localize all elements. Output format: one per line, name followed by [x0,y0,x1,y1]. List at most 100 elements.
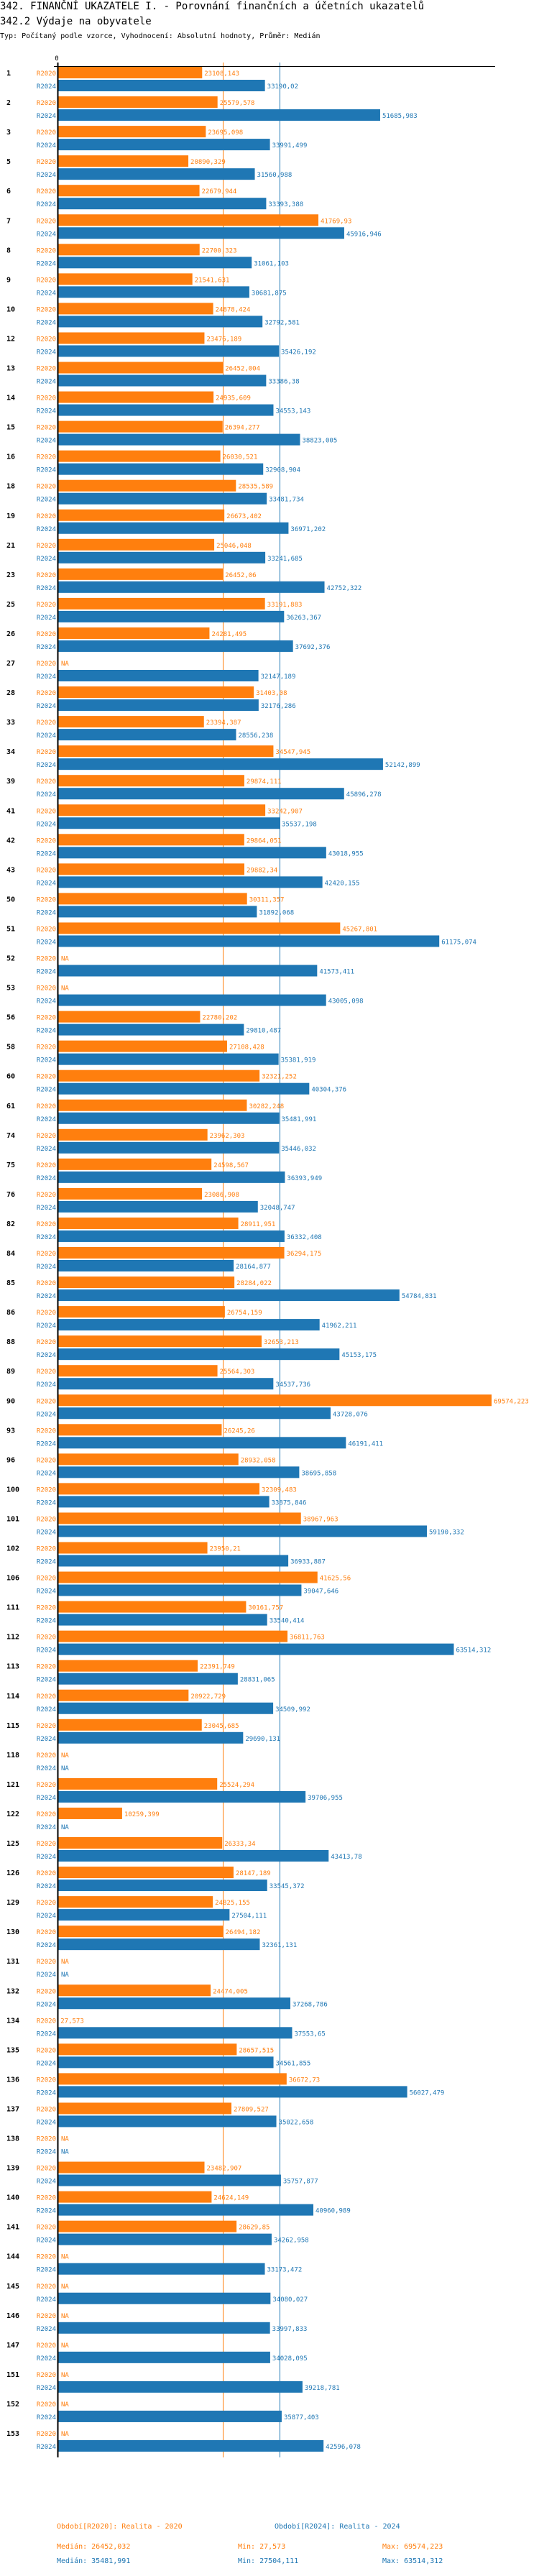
series-label-r2020: R2020 [37,2431,56,2438]
stat-min-r2024: Min: 27504,111 [238,2557,299,2565]
series-label-r2020: R2020 [37,1162,56,1169]
data-label-r2024: 45153,175 [341,1352,377,1359]
series-label-r2020: R2020 [37,247,56,254]
data-label-r2020: 24281,495 [211,631,247,638]
category-label: 112 [6,1634,19,1642]
bar-r2024 [58,1141,280,1154]
bar-r2024 [58,1053,279,1065]
bar-r2024 [58,1024,244,1036]
bar-r2024 [58,1171,285,1183]
bar-r2024 [58,1997,291,2010]
data-label-r2024: 34561,855 [276,2060,311,2067]
data-label-r2024: 32792,581 [264,319,300,326]
bar-r2024 [58,1555,289,1567]
data-label-r2020: 22391,749 [200,1664,235,1671]
series-label-r2024: R2024 [37,2030,56,2038]
series-label-r2020: R2020 [37,2195,56,2202]
data-label-r2020: 23108,143 [204,70,239,78]
bar-r2024 [58,935,440,947]
category-label: 111 [6,1604,19,1612]
data-label-r2024: 38695,858 [301,1470,336,1477]
category-label: 74 [6,1132,15,1140]
series-label-r2024: R2024 [37,1470,56,1477]
data-label-r2024: 40960,989 [315,2208,351,2215]
data-label-r2020: 38967,963 [303,1516,338,1523]
data-label-r2020: 26494,182 [226,1929,261,1936]
series-label-r2024: R2024 [37,142,56,150]
series-label-r2020: R2020 [37,1133,56,1140]
category-label: 82 [6,1220,15,1228]
category-label: 75 [6,1162,15,1169]
bar-r2024 [58,168,255,180]
series-label-r2020: R2020 [37,2342,56,2350]
bar-r2020 [58,893,247,905]
series-label-r2024: R2024 [37,2385,56,2392]
data-label-r2020: 32321,252 [262,1074,297,1081]
series-label-r2024: R2024 [37,290,56,297]
bar-r2024 [58,316,263,328]
data-label-r2024: 35446,032 [281,1146,316,1153]
data-label-r2020: 33191,883 [267,602,303,609]
data-label-r2020: 31403,08 [256,690,287,697]
category-label: 88 [6,1338,15,1346]
data-label-r2020: 23045,685 [204,1723,239,1730]
category-label: 125 [6,1840,19,1848]
series-label-r2024: R2024 [37,1146,56,1153]
bar-r2020 [58,775,244,787]
data-label-r2020: NA [61,2342,69,2350]
series-label-r2024: R2024 [37,231,56,238]
bar-r2024 [58,1880,267,1892]
category-label: 58 [6,1044,15,1052]
bar-r2020 [58,303,213,315]
series-label-r2024: R2024 [37,2237,56,2245]
data-label-r2020: 21541,631 [195,277,230,284]
category-label: 34 [6,748,15,756]
chart-subtitle: 342.2 Výdaje na obyvatele [0,16,152,27]
category-label: 76 [6,1191,15,1199]
data-label-r2020: 24878,424 [216,306,251,313]
series-label-r2024: R2024 [37,939,56,946]
series-label-r2020: R2020 [37,1280,56,1287]
series-label-r2024: R2024 [37,644,56,651]
data-label-r2024: 33875,846 [272,1499,307,1506]
series-label-r2024: R2024 [37,703,56,710]
data-label-r2024: 32908,904 [265,467,300,474]
data-label-r2020: 23950,21 [210,1546,241,1553]
category-label: 101 [6,1515,19,1523]
bar-r2020 [58,1660,198,1672]
bar-r2024 [58,109,380,121]
data-label-r2024: 34028,095 [272,2355,308,2363]
data-label-r2020: 22700,323 [202,247,237,254]
series-label-r2024: R2024 [37,467,56,474]
series-label-r2024: R2024 [37,438,56,445]
data-label-r2020: 41625,56 [320,1576,351,1583]
data-label-r2024: 34262,958 [274,2237,309,2245]
bar-r2020 [58,1867,234,1879]
bar-r2024 [58,847,326,859]
series-label-r2024: R2024 [37,379,56,386]
bar-r2020 [58,597,265,610]
bar-r2024 [58,1378,274,1390]
bar-r2024 [58,2380,303,2393]
series-label-r2024: R2024 [37,2267,56,2274]
series-label-r2020: R2020 [37,1841,56,1848]
data-label-r2024: 29690,131 [245,1736,280,1743]
data-label-r2020: 26394,277 [225,425,260,432]
series-label-r2020: R2020 [37,1457,56,1464]
category-label: 138 [6,2135,19,2143]
category-label: 152 [6,2401,19,2409]
data-label-r2020: 29864,051 [247,837,282,845]
series-label-r2020: R2020 [37,867,56,874]
bar-r2024 [58,198,267,210]
bar-r2024 [58,2086,407,2098]
data-label-r2024: 33190,02 [267,83,298,91]
data-label-r2024: 28164,877 [236,1264,271,1271]
category-label: 23 [6,571,15,579]
data-label-r2024: 33241,685 [267,556,303,563]
data-label-r2024: 42420,155 [325,880,360,887]
series-label-r2020: R2020 [37,1103,56,1110]
series-label-r2024: R2024 [37,1913,56,1920]
series-label-r2020: R2020 [37,484,56,491]
data-label-r2020: 45267,801 [342,926,377,933]
bar-r2024 [58,699,259,712]
